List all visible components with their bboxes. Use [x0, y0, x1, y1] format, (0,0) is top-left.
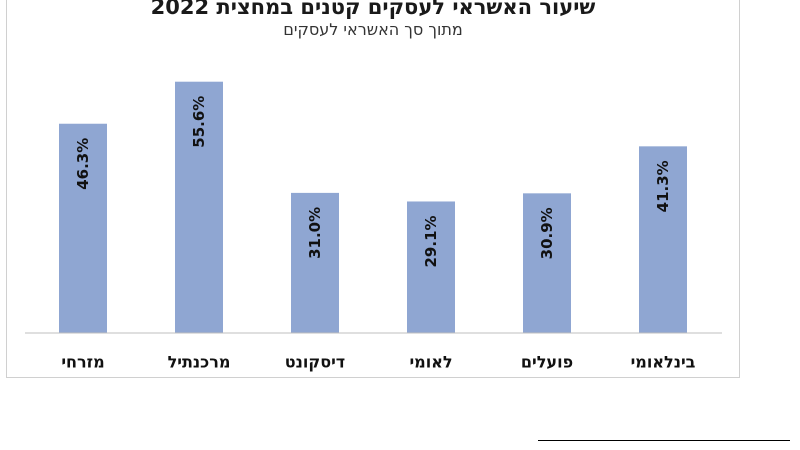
bar-4	[407, 201, 455, 333]
data-label-6: 41.3%	[654, 160, 672, 212]
category-label-5: פועלים	[521, 353, 573, 372]
chart-frame	[6, 0, 740, 378]
bar-2	[175, 81, 223, 333]
data-label-2: 55.6%	[190, 96, 208, 148]
category-label-1: מזרחי	[61, 353, 104, 372]
bar-1	[59, 123, 107, 333]
chart-title: שיעור האשראי לעסקים קטנים במחצית 2022	[150, 0, 596, 19]
category-label-2: מרכנתיל	[168, 353, 231, 372]
category-label-4: לאומי	[409, 353, 452, 372]
category-label-6: בינלאומי	[631, 353, 696, 372]
bar-6	[639, 146, 687, 333]
category-label-3: דיסקונט	[285, 353, 345, 372]
bar-3	[291, 192, 339, 333]
data-label-4: 29.1%	[422, 215, 440, 267]
footnote-separator	[538, 440, 790, 441]
data-label-5: 30.9%	[538, 207, 556, 259]
data-label-1: 46.3%	[74, 138, 92, 190]
data-label-3: 31.0%	[306, 207, 324, 259]
bar-5	[523, 193, 571, 333]
chart-subtitle: מתוך סך האשראי לעסקים	[283, 20, 463, 39]
